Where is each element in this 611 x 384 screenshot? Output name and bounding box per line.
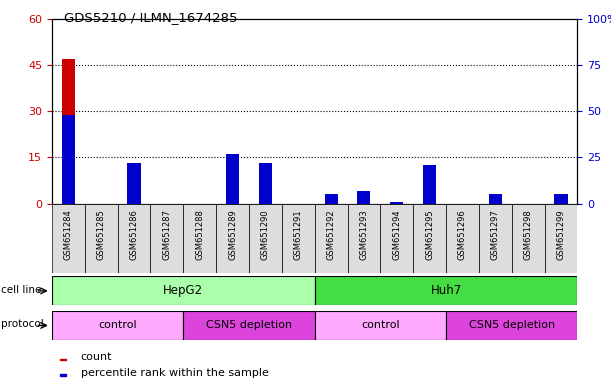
Text: percentile rank within the sample: percentile rank within the sample bbox=[81, 367, 269, 377]
Text: GSM651298: GSM651298 bbox=[524, 209, 533, 260]
Text: control: control bbox=[98, 320, 137, 331]
Text: GSM651285: GSM651285 bbox=[97, 209, 106, 260]
Bar bbox=[554, 194, 568, 204]
Text: GSM651288: GSM651288 bbox=[196, 209, 204, 260]
Text: control: control bbox=[361, 320, 400, 331]
Bar bbox=[390, 202, 403, 204]
Bar bbox=[446, 311, 577, 340]
Bar bbox=[423, 182, 436, 204]
Bar bbox=[249, 204, 282, 273]
Bar bbox=[413, 204, 446, 273]
Text: GSM651299: GSM651299 bbox=[557, 209, 565, 260]
Bar bbox=[226, 154, 239, 204]
Text: GSM651293: GSM651293 bbox=[359, 209, 368, 260]
Bar bbox=[381, 204, 413, 273]
Text: GDS5210 / ILMN_1674285: GDS5210 / ILMN_1674285 bbox=[64, 12, 238, 25]
Text: protocol: protocol bbox=[1, 319, 43, 329]
Bar bbox=[183, 311, 315, 340]
Bar bbox=[128, 163, 141, 204]
Bar bbox=[324, 194, 338, 204]
Bar bbox=[183, 204, 216, 273]
Bar bbox=[489, 194, 502, 204]
Text: HepG2: HepG2 bbox=[163, 285, 203, 297]
Bar bbox=[446, 204, 479, 273]
Bar bbox=[226, 154, 239, 204]
Bar bbox=[479, 204, 512, 273]
Bar bbox=[128, 176, 141, 204]
Bar bbox=[52, 311, 183, 340]
Text: GSM651292: GSM651292 bbox=[327, 209, 335, 260]
Bar bbox=[52, 204, 85, 273]
Bar bbox=[423, 165, 436, 204]
Bar bbox=[259, 163, 272, 204]
Text: GSM651290: GSM651290 bbox=[261, 209, 270, 260]
Bar bbox=[348, 204, 380, 273]
Text: GSM651296: GSM651296 bbox=[458, 209, 467, 260]
Bar bbox=[489, 197, 502, 204]
Bar bbox=[52, 276, 315, 305]
Text: GSM651295: GSM651295 bbox=[425, 209, 434, 260]
Bar bbox=[554, 197, 568, 204]
Bar bbox=[62, 59, 75, 204]
Bar bbox=[315, 276, 577, 305]
Bar bbox=[216, 204, 249, 273]
Text: CSN5 depletion: CSN5 depletion bbox=[206, 320, 292, 331]
Bar bbox=[62, 115, 75, 204]
Bar bbox=[357, 194, 370, 204]
Bar bbox=[315, 311, 446, 340]
Bar bbox=[512, 204, 544, 273]
Text: count: count bbox=[81, 352, 112, 362]
Text: GSM651286: GSM651286 bbox=[130, 209, 139, 260]
Text: GSM651287: GSM651287 bbox=[163, 209, 171, 260]
Bar bbox=[315, 204, 348, 273]
Text: cell line: cell line bbox=[1, 285, 41, 295]
Text: GSM651284: GSM651284 bbox=[64, 209, 73, 260]
Text: CSN5 depletion: CSN5 depletion bbox=[469, 320, 555, 331]
Text: GSM651289: GSM651289 bbox=[228, 209, 237, 260]
Bar bbox=[60, 359, 66, 360]
Bar bbox=[259, 176, 272, 204]
Bar bbox=[357, 190, 370, 204]
Text: GSM651294: GSM651294 bbox=[392, 209, 401, 260]
Bar bbox=[85, 204, 118, 273]
Bar bbox=[118, 204, 150, 273]
Bar bbox=[150, 204, 183, 273]
Text: Huh7: Huh7 bbox=[430, 285, 462, 297]
Bar bbox=[60, 374, 66, 376]
Bar bbox=[324, 197, 338, 204]
Bar bbox=[282, 204, 315, 273]
Text: GSM651291: GSM651291 bbox=[294, 209, 302, 260]
Bar bbox=[544, 204, 577, 273]
Text: GSM651297: GSM651297 bbox=[491, 209, 500, 260]
